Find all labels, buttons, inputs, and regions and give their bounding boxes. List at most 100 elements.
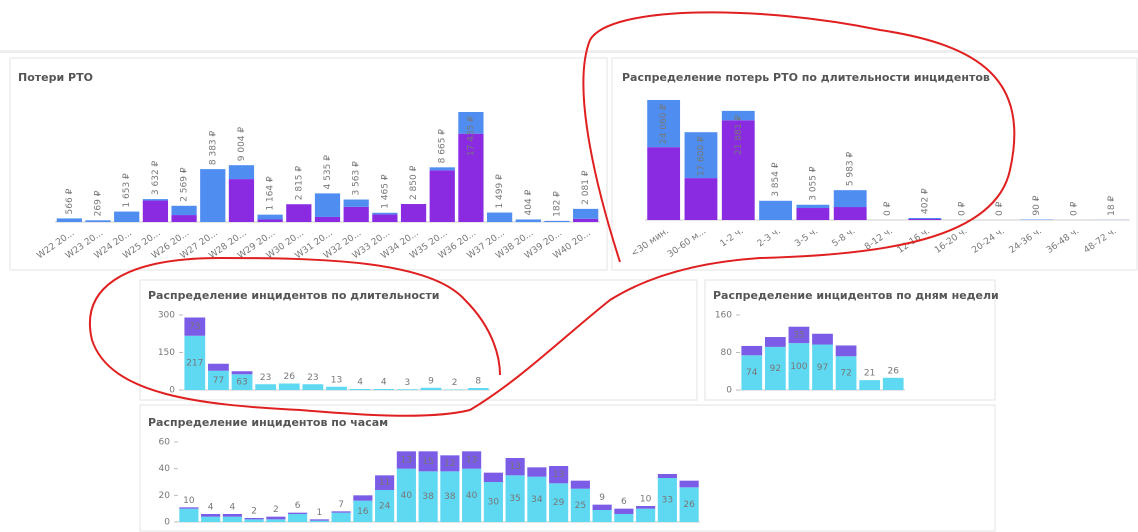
- bar-segment: [266, 519, 286, 522]
- total-label: 17 600 ₽: [696, 136, 706, 176]
- value-label: 23: [307, 373, 318, 383]
- bar-segment: [222, 514, 242, 517]
- bar-segment: [796, 204, 830, 209]
- value-label: 26: [284, 372, 296, 382]
- bar-segment: [420, 387, 442, 390]
- total-label: 2 081 ₽: [581, 170, 591, 205]
- bar-segment: [418, 471, 438, 522]
- bar-segment: [684, 178, 718, 220]
- value-label: 63: [236, 378, 247, 388]
- bar-segment: [244, 519, 264, 522]
- value-label: 4: [230, 503, 236, 513]
- y-tick-label: 60: [159, 438, 171, 448]
- bar-segment: [353, 495, 373, 501]
- bar-segment: [835, 345, 857, 357]
- value-label: 217: [186, 358, 203, 368]
- value-label: 10: [640, 495, 652, 505]
- bar-segment: [85, 220, 111, 222]
- bar-segment: [266, 516, 286, 520]
- bar-segment: [741, 355, 763, 390]
- total-label: 17 435 ₽: [466, 116, 476, 156]
- bar-segment: [208, 363, 229, 371]
- value-label: 35: [509, 494, 520, 504]
- value-label: 13: [331, 375, 342, 385]
- bar-segment: [396, 451, 416, 469]
- annotation-stroke: [88, 11, 1016, 417]
- value-label: 9: [428, 376, 434, 386]
- value-label: 77: [213, 376, 224, 386]
- bar-segment: [142, 199, 169, 201]
- bar-segment: [286, 204, 312, 222]
- y-tick-label: 20: [159, 491, 171, 501]
- bar-segment: [527, 467, 547, 477]
- value-label: 21: [864, 369, 875, 379]
- value-label: 24: [379, 502, 391, 512]
- value-label: 6: [295, 501, 301, 511]
- bar-segment: [515, 219, 541, 222]
- bar-segment: [396, 389, 418, 390]
- bar-segment: [201, 514, 221, 517]
- bar-segment: [835, 356, 857, 390]
- panel: [9, 57, 608, 271]
- value-label: 29: [553, 498, 565, 508]
- total-label: 18 ₽: [1107, 196, 1117, 216]
- bar-segment: [314, 193, 341, 217]
- value-label: 97: [817, 363, 828, 373]
- bar-segment: [309, 520, 329, 522]
- value-label: 1: [317, 508, 323, 518]
- value-label: 13: [466, 456, 477, 466]
- bar-segment: [184, 317, 206, 336]
- bar-segment: [373, 389, 395, 390]
- bar-segment: [796, 208, 830, 220]
- total-label: 404 ₽: [524, 189, 534, 215]
- y-tick-label: 40: [159, 464, 171, 474]
- bar-segment: [458, 112, 484, 134]
- bar-segment: [647, 100, 681, 148]
- value-label: 2: [273, 505, 279, 515]
- value-label: 25: [575, 501, 586, 511]
- total-label: 3 854 ₽: [771, 162, 781, 197]
- y-tick-label: 150: [158, 348, 175, 358]
- bar-segment: [573, 218, 599, 222]
- total-label: 3 563 ₽: [352, 161, 362, 196]
- bar-segment: [570, 488, 590, 522]
- bar-segment: [721, 120, 755, 220]
- total-label: 21 881 ₽: [734, 115, 744, 155]
- bar-segment: [244, 518, 264, 520]
- bar-segment: [288, 514, 308, 522]
- bar-segment: [56, 218, 82, 222]
- value-label: 100: [790, 362, 807, 372]
- bar-segment: [592, 504, 612, 510]
- bar-segment: [349, 389, 371, 390]
- bar-segment: [684, 132, 718, 179]
- total-label: 24 060 ₽: [659, 104, 669, 144]
- bar-segment: [647, 147, 681, 220]
- bar-segment: [636, 508, 656, 522]
- total-label: 0 ₽: [1070, 201, 1080, 216]
- bar-segment: [326, 386, 347, 390]
- bar-segment: [679, 480, 699, 488]
- bar-segment: [440, 471, 460, 522]
- value-label: 3: [404, 378, 410, 388]
- bar-segment: [343, 206, 369, 222]
- chart-title: Распределение потерь РТО по длительности…: [622, 71, 990, 84]
- total-label: 0 ₽: [958, 201, 968, 216]
- bar-segment: [179, 507, 199, 509]
- total-label: 4 535 ₽: [323, 155, 333, 190]
- bar-segment: [231, 374, 253, 390]
- value-label: 30: [488, 498, 500, 508]
- bar-segment: [353, 500, 373, 522]
- bar-segment: [812, 344, 833, 390]
- total-label: 1 499 ₽: [495, 174, 505, 209]
- bar-segment: [759, 200, 792, 220]
- bar-segment: [375, 475, 395, 490]
- chart-title: Потери РТО: [18, 71, 93, 84]
- y-tick-label: 80: [721, 348, 733, 358]
- value-label: 2: [251, 507, 257, 517]
- bar-segment: [142, 200, 169, 222]
- bar-segment: [721, 110, 755, 121]
- bar-segment: [440, 455, 460, 472]
- bar-segment: [614, 508, 634, 514]
- value-label: 15: [422, 457, 433, 467]
